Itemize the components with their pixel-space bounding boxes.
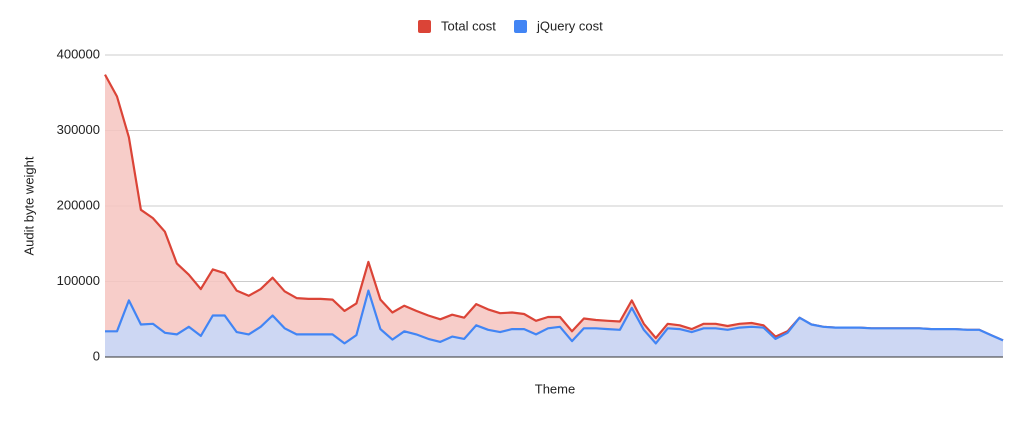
area-fill <box>105 74 1003 357</box>
y-tick-label: 100000 <box>57 273 100 288</box>
y-tick-label: 300000 <box>57 122 100 137</box>
legend-label: jQuery cost <box>536 18 603 33</box>
y-tick-label: 0 <box>93 348 100 363</box>
y-tick-label: 400000 <box>57 46 100 61</box>
legend-label: Total cost <box>441 18 496 33</box>
area-line <box>105 289 1004 345</box>
y-axis-label: Audit byte weight <box>21 156 36 255</box>
legend-swatch <box>514 20 527 33</box>
y-tick-label: 200000 <box>57 197 100 212</box>
x-axis-label: Theme <box>535 381 575 396</box>
legend-swatch <box>418 20 431 33</box>
area-fill <box>105 290 1003 357</box>
